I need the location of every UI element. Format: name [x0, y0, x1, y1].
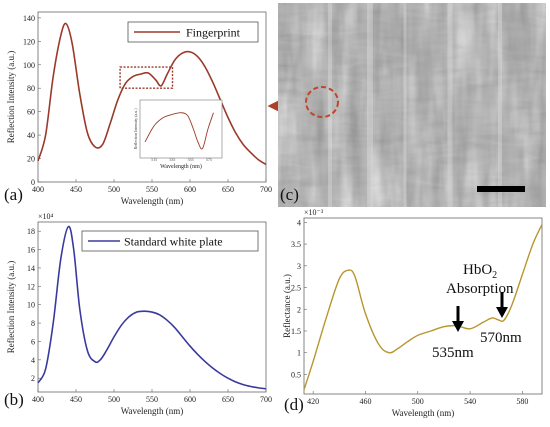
panel-d-ytick-label: 1	[297, 349, 301, 358]
panel-a-xlabel: Wavelength (nm)	[121, 196, 184, 206]
panel-c-image: (c)	[278, 3, 546, 207]
arrow-535	[452, 306, 464, 332]
panel-d-frame	[303, 217, 543, 395]
panel-d-xtick-label: 580	[516, 397, 528, 406]
panel-b-ytick-label: 10	[27, 301, 35, 310]
region-circle	[305, 86, 339, 118]
inset-ylabel: Reflection Intensity (a.u.)	[133, 108, 138, 150]
panel-a-ytick-label: 0	[31, 178, 35, 187]
panel-b-xtick-label: 450	[70, 395, 82, 404]
panel-b-ytick-label: 4	[31, 356, 35, 365]
panel-b-ytick-label: 6	[31, 337, 35, 346]
panel-a-xtick-label: 400	[32, 185, 44, 194]
panel-d-reflectance-line	[303, 224, 543, 390]
panel-a-ylabel: Reflection Intensity (a.u.)	[6, 51, 16, 143]
panel-a-ytick-label: 100	[23, 61, 35, 70]
panel-b-white-plate-line	[37, 225, 267, 390]
panel-b-xtick-label: 400	[32, 395, 44, 404]
inset-xtick-label: 555	[188, 157, 194, 162]
panel-a-ytick-label: 80	[27, 84, 35, 93]
inset-xtick-label: 535	[169, 157, 175, 162]
panel-b-legend: Standard white plate	[81, 230, 259, 252]
panel-a-xtick-label: 450	[70, 185, 82, 194]
panel-a-ytick-label: 140	[23, 14, 35, 23]
panel-a-fingerprint-line	[37, 22, 267, 166]
panel-b-ytick-label: 12	[27, 282, 35, 291]
panel-b-xtick-label: 600	[184, 395, 196, 404]
panel-d-chart: 0.5 1 1.5 2 2.5 3 3.5 4 420 460 500 540 580 ×10⁻³ W…	[282, 208, 543, 418]
panel-d-ytick-label: 2	[297, 305, 301, 314]
panel-b-multiplier: ×10⁴	[38, 212, 54, 221]
panel-a-ytick-label: 20	[27, 155, 35, 164]
panel-b-ytick-label: 18	[27, 227, 35, 236]
panel-b-chart: 2 4 6 8 10 12 14 16 18 400 450 500 550 600 650 700 ×10…	[4, 212, 272, 416]
panel-a-legend: Fingerprint	[127, 21, 259, 43]
panel-d-ytick-label: 1.5	[291, 327, 301, 336]
panel-b-legend-label: Standard white plate	[124, 235, 223, 249]
peak-570-label: 570nm	[480, 330, 522, 346]
panel-d-ytick-label: 3.5	[291, 240, 301, 249]
panel-c-label: (c)	[280, 185, 299, 204]
panel-d-ytick-label: 0.5	[291, 370, 301, 379]
absorption-annotation: Absorption	[446, 281, 514, 297]
panel-a-xtick-label: 650	[222, 185, 234, 194]
panel-a-ytick-label: 120	[23, 37, 35, 46]
hbo2-annotation: HbO2	[463, 262, 497, 281]
panel-d-ytick-label: 3	[297, 262, 301, 271]
panel-a-inset: 515 535 555 575 Wavelength (nm) Reflection …	[133, 99, 223, 170]
panel-a-xtick-label: 700	[260, 185, 272, 194]
panel-b-xlabel: Wavelength (nm)	[121, 406, 184, 416]
panel-a-chart: 0 20 40 60 80 100 120 140 400 450 500 550 600 650 700…	[4, 11, 272, 206]
panel-a-ytick-label: 60	[27, 108, 35, 117]
panel-a-xtick-label: 550	[146, 185, 158, 194]
panel-b-xtick-label: 500	[108, 395, 120, 404]
panel-a-highlight-box	[119, 66, 174, 89]
panel-a-label: (a)	[4, 185, 23, 204]
panel-b-ytick-label: 2	[31, 374, 35, 383]
panel-d-label: (d)	[284, 395, 304, 414]
panel-d-xtick-label: 500	[412, 397, 424, 406]
panel-b-ylabel: Reflection Intensity (a.u.)	[6, 261, 16, 353]
panel-a-ytick-label: 40	[27, 131, 35, 140]
panel-a-xtick-label: 500	[108, 185, 120, 194]
panel-d-ytick-label: 2.5	[291, 284, 301, 293]
panel-b-ytick-label: 16	[27, 246, 35, 255]
inset-xtick-label: 515	[151, 157, 157, 162]
panel-b-xtick-label: 700	[260, 395, 272, 404]
panel-d-ytick-label: 4	[297, 218, 301, 227]
panel-b-ytick-label: 8	[31, 319, 35, 328]
inset-line	[144, 112, 214, 150]
panel-a-xtick-label: 600	[184, 185, 196, 194]
peak-535-label: 535nm	[432, 345, 474, 361]
inset-xlabel: Wavelength (nm)	[160, 163, 202, 170]
panel-d-xtick-label: 420	[307, 397, 319, 406]
panel-d-xlabel: Wavelength (nm)	[392, 408, 455, 418]
panel-d-ylabel: Reflectance (a.u.)	[282, 274, 292, 338]
panel-b-ytick-label: 14	[27, 264, 35, 273]
panel-b-label: (b)	[4, 390, 24, 409]
panel-d-xtick-label: 460	[359, 397, 371, 406]
panel-b-xtick-label: 650	[222, 395, 234, 404]
panel-d-xtick-label: 540	[464, 397, 476, 406]
inset-xtick-label: 575	[206, 157, 212, 162]
panel-d-multiplier: ×10⁻³	[304, 208, 324, 217]
panel-b-xtick-label: 550	[146, 395, 158, 404]
panel-a-legend-label: Fingerprint	[186, 26, 241, 40]
arrow-570	[496, 292, 508, 318]
scale-bar	[477, 186, 525, 192]
